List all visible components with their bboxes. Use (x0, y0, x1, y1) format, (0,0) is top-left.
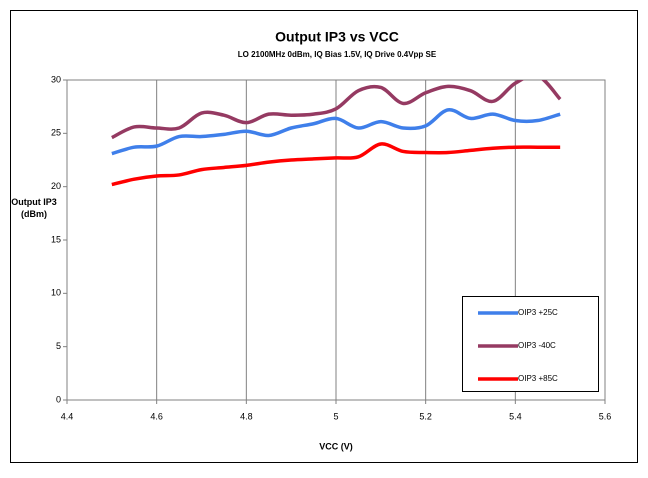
y-tick-label: 25 (51, 128, 61, 138)
chart-border (10, 10, 638, 463)
y-tick-label: 20 (51, 181, 61, 191)
legend-label: OIP3 +85C (518, 374, 558, 383)
legend-label: OIP3 +25C (518, 308, 558, 317)
series-line (111, 108, 561, 156)
y-tick-label: 30 (51, 74, 61, 84)
legend-label: OIP3 -40C (518, 341, 556, 350)
series-line (111, 80, 562, 140)
x-tick-label: 4.6 (150, 411, 163, 421)
chart-title: Output IP3 vs VCC (275, 29, 399, 45)
chart-subtitle: LO 2100MHz 0dBm, IQ Bias 1.5V, IQ Drive … (238, 50, 437, 59)
x-tick-label: 4.4 (61, 411, 74, 421)
y-tick-label: 10 (51, 288, 61, 298)
x-tick-label: 5.6 (599, 411, 612, 421)
x-tick-label: 5 (333, 411, 338, 421)
y-axis-label: Output IP3 (dBm) (11, 197, 57, 219)
y-tick-label: 0 (56, 394, 61, 404)
series-line (111, 142, 561, 187)
y-tick-label: 5 (56, 341, 61, 351)
x-tick-label: 4.8 (240, 411, 253, 421)
y-axis-label-box: Output IP3 (dBm) (11, 197, 57, 219)
y-tick-label: 15 (51, 234, 61, 244)
x-axis-label: VCC (V) (319, 441, 353, 451)
x-tick-label: 5.4 (509, 411, 522, 421)
x-tick-label: 5.2 (419, 411, 432, 421)
